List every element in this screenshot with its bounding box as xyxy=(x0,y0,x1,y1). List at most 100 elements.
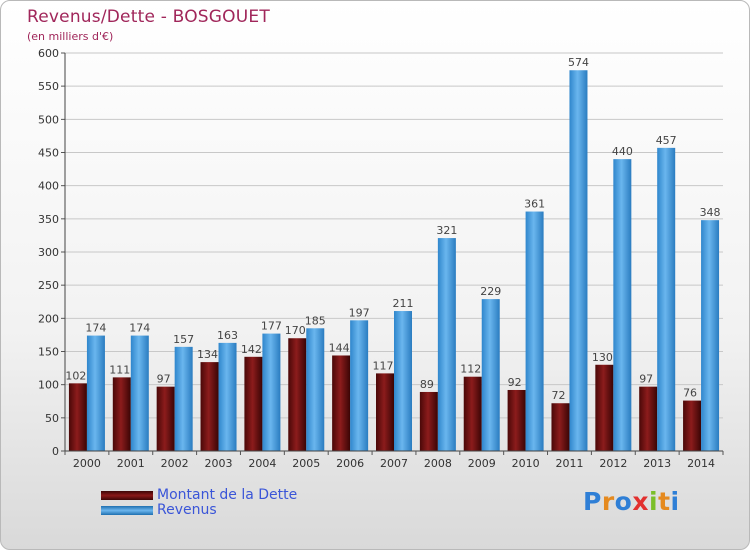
value-label-revenus: 177 xyxy=(261,320,282,333)
value-label-dette: 76 xyxy=(683,387,697,400)
x-tick-label: 2008 xyxy=(424,457,452,470)
value-label-dette: 102 xyxy=(65,369,86,382)
bar-dette xyxy=(551,403,570,451)
logo-letter: i xyxy=(649,487,659,516)
bar-dette xyxy=(112,377,131,451)
bar-dette xyxy=(683,400,702,451)
bar-revenus xyxy=(174,346,193,451)
value-label-revenus: 211 xyxy=(393,297,414,310)
bar-revenus xyxy=(613,159,632,451)
y-tick-label: 450 xyxy=(38,147,59,160)
value-label-dette: 111 xyxy=(109,363,130,376)
x-tick-label: 2012 xyxy=(599,457,627,470)
bar-dette xyxy=(419,391,438,451)
logo-letter: r xyxy=(601,487,615,516)
bar-revenus xyxy=(701,220,720,451)
chart-subtitle: (en milliers d'€) xyxy=(27,30,114,43)
bar-revenus xyxy=(350,320,369,451)
bar-revenus xyxy=(262,333,281,451)
value-label-revenus: 574 xyxy=(568,56,589,69)
bar-revenus xyxy=(218,342,237,451)
bar-revenus xyxy=(394,311,412,451)
value-label-dette: 72 xyxy=(551,389,565,402)
value-label-dette: 134 xyxy=(197,348,218,361)
bar-revenus xyxy=(437,238,456,451)
value-label-dette: 97 xyxy=(157,373,171,386)
y-tick-label: 200 xyxy=(38,312,59,325)
bar-dette xyxy=(156,386,175,451)
proxiti-logo: Proxiti xyxy=(583,487,680,516)
y-tick-label: 500 xyxy=(38,113,59,126)
bar-dette xyxy=(288,338,307,451)
value-label-dette: 89 xyxy=(420,378,434,391)
value-label-revenus: 321 xyxy=(436,224,457,237)
y-tick-label: 100 xyxy=(38,379,59,392)
x-tick-label: 2002 xyxy=(161,457,189,470)
bar-revenus xyxy=(525,211,544,451)
bar-revenus xyxy=(657,147,676,451)
bar-revenus xyxy=(86,335,105,451)
logo-letter: o xyxy=(614,487,633,516)
y-tick-label: 50 xyxy=(45,412,59,425)
bar-revenus xyxy=(306,328,325,451)
y-tick-label: 600 xyxy=(38,47,59,60)
y-tick-label: 400 xyxy=(38,180,59,193)
legend-label-revenus: Revenus xyxy=(157,502,217,518)
value-label-dette: 112 xyxy=(460,363,481,376)
bar-revenus xyxy=(130,335,149,451)
bar-dette xyxy=(639,386,658,451)
bar-dette xyxy=(332,355,351,451)
logo-letter: P xyxy=(583,487,602,516)
x-tick-label: 2001 xyxy=(117,457,145,470)
logo-letter: x xyxy=(632,487,649,516)
x-tick-label: 2010 xyxy=(512,457,540,470)
value-label-dette: 97 xyxy=(639,373,653,386)
value-label-revenus: 197 xyxy=(349,306,370,319)
bar-dette xyxy=(507,389,526,451)
value-label-dette: 117 xyxy=(373,359,394,372)
axes: 0 50 100 150 200 250 300 350 400 450 500 550 600 2000… xyxy=(38,47,724,470)
value-label-dette: 144 xyxy=(329,341,350,354)
x-tick-label: 2014 xyxy=(687,457,715,470)
x-tick-label: 2005 xyxy=(292,457,320,470)
x-tick-label: 2004 xyxy=(248,457,276,470)
value-label-revenus: 361 xyxy=(524,198,545,211)
value-label-revenus: 440 xyxy=(612,145,633,158)
legend-label-dette: Montant de la Dette xyxy=(157,487,298,503)
x-tick-label: 2009 xyxy=(468,457,496,470)
y-tick-label: 0 xyxy=(52,445,59,458)
y-tick-label: 250 xyxy=(38,279,59,292)
bar-dette xyxy=(595,364,614,451)
bar-dette xyxy=(244,356,263,451)
bar-dette xyxy=(68,383,87,451)
x-tick-label: 2006 xyxy=(336,457,364,470)
value-label-revenus: 174 xyxy=(129,322,150,335)
value-label-dette: 142 xyxy=(241,343,262,356)
legend-swatch-dette xyxy=(101,491,153,500)
value-label-revenus: 185 xyxy=(305,314,326,327)
bar-dette xyxy=(200,362,219,451)
value-label-dette: 170 xyxy=(285,324,306,337)
y-tick-label: 350 xyxy=(38,213,59,226)
value-label-revenus: 457 xyxy=(656,134,677,147)
bar-revenus xyxy=(481,299,500,451)
bar-revenus xyxy=(569,70,588,451)
value-label-revenus: 163 xyxy=(217,329,238,342)
x-tick-label: 2007 xyxy=(380,457,408,470)
bar-dette xyxy=(376,373,394,451)
value-label-revenus: 348 xyxy=(700,206,721,219)
logo-letter: i xyxy=(670,487,680,516)
value-label-revenus: 157 xyxy=(173,333,194,346)
chart-title: Revenus/Dette - BOSGOUET xyxy=(27,7,270,27)
value-label-revenus: 174 xyxy=(85,322,106,335)
logo-letter: t xyxy=(658,487,671,516)
x-tick-label: 2011 xyxy=(555,457,583,470)
x-tick-label: 2003 xyxy=(205,457,233,470)
y-tick-label: 300 xyxy=(38,246,59,259)
bars xyxy=(68,70,720,451)
legend-swatch-revenus xyxy=(101,506,153,515)
x-tick-label: 2013 xyxy=(643,457,671,470)
